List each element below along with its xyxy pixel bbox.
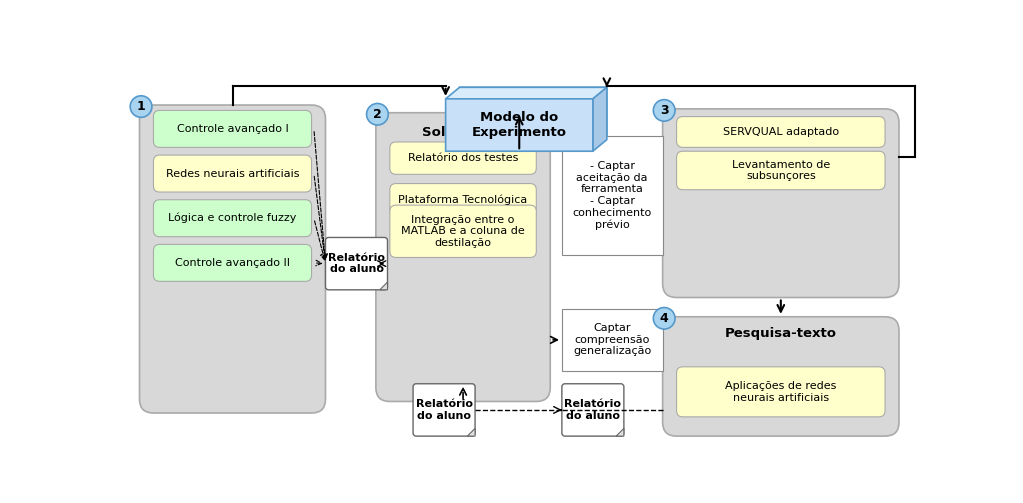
Text: Mapas Conceituais: Mapas Conceituais <box>163 122 303 135</box>
Text: Controle avançado II: Controle avançado II <box>175 258 290 268</box>
FancyBboxPatch shape <box>676 151 885 190</box>
FancyBboxPatch shape <box>390 205 536 258</box>
Text: Controle avançado I: Controle avançado I <box>177 124 288 134</box>
FancyBboxPatch shape <box>153 111 312 147</box>
FancyBboxPatch shape <box>153 155 312 192</box>
FancyBboxPatch shape <box>676 367 885 417</box>
Text: Aplicações de redes
neurais artificiais: Aplicações de redes neurais artificiais <box>725 381 837 402</box>
Polygon shape <box>380 282 388 290</box>
Text: Redes neurais artificiais: Redes neurais artificiais <box>166 169 300 179</box>
FancyBboxPatch shape <box>139 105 325 413</box>
FancyBboxPatch shape <box>413 384 475 436</box>
Polygon shape <box>593 88 607 151</box>
Text: - Captar
aceitação da
ferramenta
- Captar
conhecimento
prévio: - Captar aceitação da ferramenta - Capta… <box>573 161 652 230</box>
FancyBboxPatch shape <box>153 244 312 281</box>
Bar <box>562 136 663 255</box>
Text: Integração entre o
MATLAB e a coluna de
destilação: Integração entre o MATLAB e a coluna de … <box>401 215 525 248</box>
Text: Relatório dos testes: Relatório dos testes <box>408 153 519 163</box>
Text: Questionários: Questionários <box>728 119 833 132</box>
Circle shape <box>654 100 675 121</box>
Circle shape <box>654 307 675 329</box>
Text: Relatório
do aluno: Relatório do aluno <box>328 253 385 275</box>
Text: Plataforma Tecnológica: Plataforma Tecnológica <box>398 195 528 205</box>
FancyBboxPatch shape <box>446 99 593 151</box>
Polygon shape <box>446 88 607 99</box>
Text: Lógica e controle fuzzy: Lógica e controle fuzzy <box>169 213 297 223</box>
FancyBboxPatch shape <box>390 184 536 216</box>
Text: Pesquisa-texto: Pesquisa-texto <box>725 327 837 340</box>
FancyBboxPatch shape <box>325 237 388 290</box>
Circle shape <box>130 96 151 117</box>
Text: Relatório
do aluno: Relatório do aluno <box>565 399 621 421</box>
Text: Modelo do
Experimento: Modelo do Experimento <box>472 111 567 139</box>
Polygon shape <box>468 429 475 436</box>
FancyBboxPatch shape <box>676 117 885 147</box>
Text: 3: 3 <box>660 104 668 117</box>
FancyBboxPatch shape <box>663 317 899 436</box>
FancyBboxPatch shape <box>562 384 624 436</box>
Text: 2: 2 <box>373 108 382 121</box>
Text: Levantamento de
subsunçores: Levantamento de subsunçores <box>731 159 830 181</box>
FancyBboxPatch shape <box>663 109 899 297</box>
Circle shape <box>366 104 389 125</box>
Text: SERVQUAL adaptado: SERVQUAL adaptado <box>723 127 839 137</box>
Polygon shape <box>616 429 624 436</box>
Text: 4: 4 <box>660 312 669 325</box>
FancyBboxPatch shape <box>459 88 607 140</box>
FancyBboxPatch shape <box>390 142 536 175</box>
FancyBboxPatch shape <box>375 113 550 401</box>
Text: Relatório
do aluno: Relatório do aluno <box>415 399 473 421</box>
Text: 1: 1 <box>137 100 145 113</box>
Text: Solução de
Problemas: Solução de Problemas <box>421 126 504 154</box>
Text: Captar
compreensão
generalização: Captar compreensão generalização <box>573 323 652 357</box>
Bar <box>562 309 663 371</box>
FancyBboxPatch shape <box>153 200 312 237</box>
